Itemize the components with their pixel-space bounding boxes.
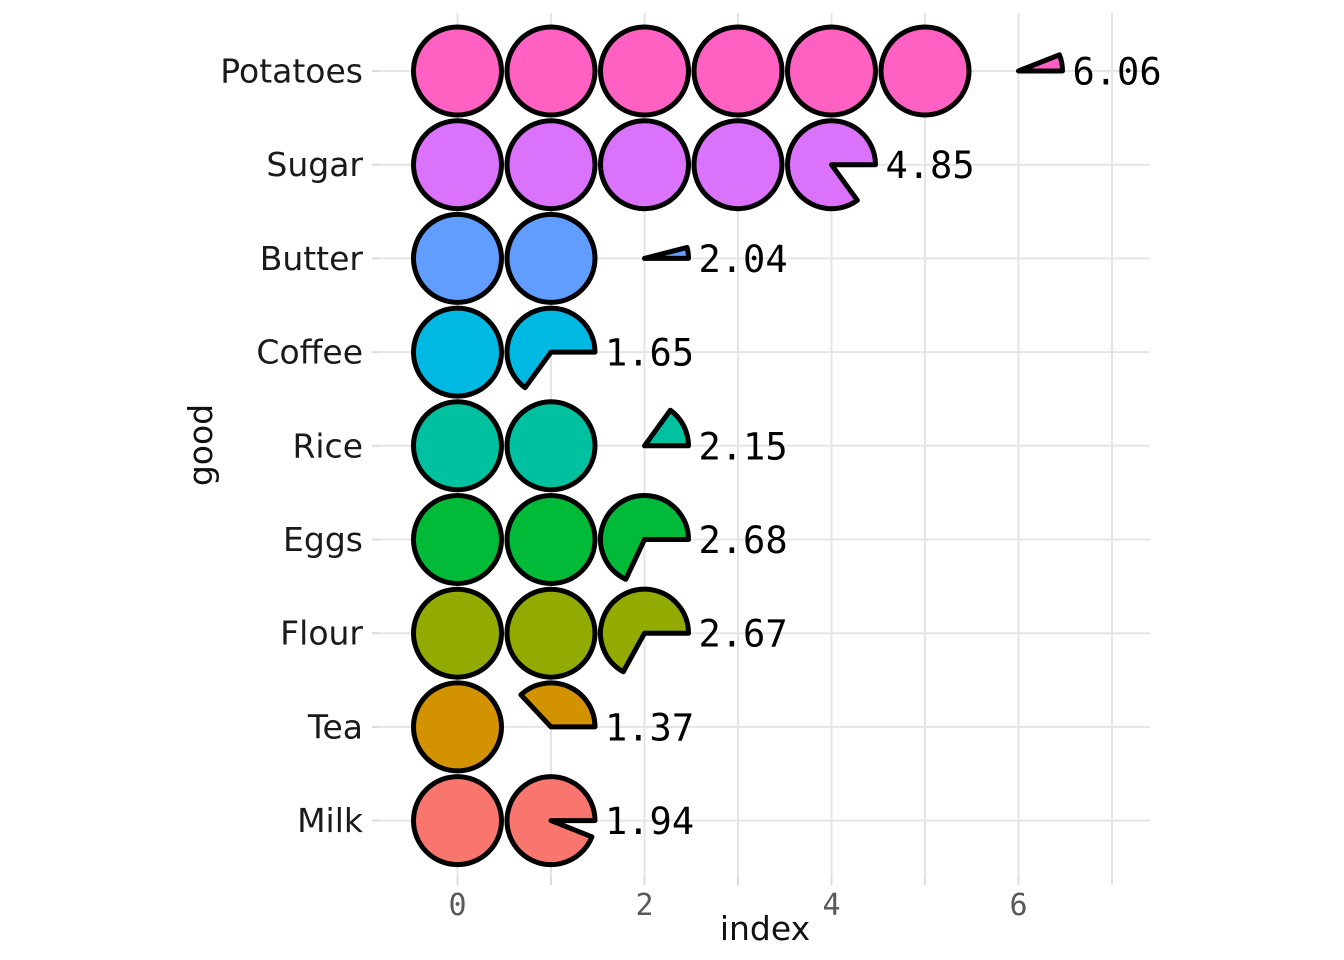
row-label-eggs: Eggs <box>283 520 363 559</box>
glyph-circle-rice <box>504 399 598 493</box>
glyph-circle-potatoes <box>785 24 878 118</box>
glyph-pie-fraction-tea <box>518 680 598 730</box>
glyph-pie-fraction-coffee <box>504 305 598 391</box>
row-label-rice: Rice <box>292 426 363 465</box>
glyph-circle-butter <box>411 211 504 305</box>
glyphs-layer <box>411 24 1065 868</box>
glyph-circle-potatoes <box>878 24 972 118</box>
glyph-pie-fraction-sugar <box>785 118 878 212</box>
glyph-circle-sugar <box>504 118 598 212</box>
glyph-circle-potatoes <box>691 24 785 118</box>
glyph-circle-flour <box>411 586 504 680</box>
glyph-circle-potatoes <box>504 24 598 118</box>
glyph-circle-eggs <box>504 493 598 586</box>
value-label-tea: 1.37 <box>605 706 694 749</box>
y-axis-title: good <box>181 404 220 486</box>
row-label-flour: Flour <box>280 614 363 653</box>
value-label-sugar: 4.85 <box>886 144 975 187</box>
glyph-circle-butter <box>504 211 598 305</box>
glyph-circle-sugar <box>691 118 785 212</box>
glyph-circle-milk <box>411 774 504 868</box>
row-label-butter: Butter <box>260 239 364 278</box>
glyph-circle-eggs <box>411 493 504 586</box>
glyph-pie-fraction-milk <box>504 774 598 868</box>
row-label-coffee: Coffee <box>256 333 363 372</box>
row-label-tea: Tea <box>307 707 363 746</box>
value-label-potatoes: 6.06 <box>1073 51 1162 94</box>
glyph-pie-fraction-flour <box>598 586 691 675</box>
glyph-circle-rice <box>411 399 504 493</box>
glyph-circle-potatoes <box>411 24 504 118</box>
x-tick-label: 0 <box>448 888 466 923</box>
tick-marks-layer <box>372 70 1113 885</box>
glyph-circle-potatoes <box>598 24 691 118</box>
glyph-pie-fraction-butter <box>642 244 692 261</box>
glyph-circle-coffee <box>411 305 504 399</box>
x-axis-title: index <box>720 909 810 948</box>
glyph-circle-sugar <box>598 118 691 212</box>
value-label-butter: 2.04 <box>699 238 788 281</box>
row-label-milk: Milk <box>297 801 364 840</box>
glyph-circle-flour <box>504 586 598 680</box>
value-label-eggs: 2.68 <box>699 519 788 562</box>
x-tick-label: 4 <box>822 888 840 923</box>
row-label-potatoes: Potatoes <box>220 52 363 91</box>
row-label-sugar: Sugar <box>266 145 363 184</box>
value-label-milk: 1.94 <box>605 800 694 843</box>
glyph-pie-fraction-rice <box>642 407 691 449</box>
x-tick-label: 6 <box>1009 888 1027 923</box>
glyph-circle-tea <box>411 680 504 774</box>
value-label-flour: 2.67 <box>699 613 788 656</box>
glyph-pie-fraction-potatoes <box>1016 52 1065 74</box>
labels-layer: 0 2 4 6 Potatoes 6.06 Sugar 4.85 Butter 2.04 Coffe… <box>220 51 1161 924</box>
value-label-coffee: 1.65 <box>605 332 694 375</box>
x-tick-label: 2 <box>635 888 653 923</box>
glyph-circle-sugar <box>411 118 504 212</box>
value-label-rice: 2.15 <box>699 425 788 468</box>
glyph-pie-fraction-eggs <box>598 493 691 582</box>
